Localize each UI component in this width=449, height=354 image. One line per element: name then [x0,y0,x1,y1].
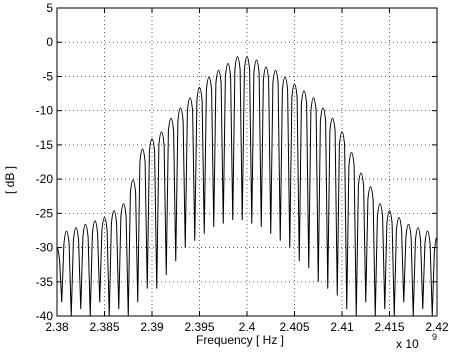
x-tick-label: 2.415 [374,320,404,334]
x-tick-label: 2.405 [279,320,309,334]
y-tick-label: 0 [46,35,53,49]
x-tick-label: 2.4 [239,320,256,334]
x-tick-labels: 2.38 2.385 2.39 2.395 2.4 2.405 2.41 2.415 2.42 [45,320,449,334]
spectrum-series-line [56,56,438,317]
y-tick-label: -30 [36,241,54,255]
y-tick-labels: 5 0 -5 -10 -15 -20 -25 -30 -35 -40 [36,1,54,323]
plot-area [56,56,438,317]
y-tick-label: -10 [36,104,54,118]
x-tick-label: 2.395 [184,320,214,334]
x-tick-label: 2.385 [89,320,119,334]
grid-lines [56,7,438,317]
x-tick-label: 2.41 [330,320,354,334]
y-axis-label: [ dB ] [3,166,17,194]
x-tick-label: 2.42 [425,320,449,334]
axis-ticks [56,7,438,317]
y-tick-label: 5 [46,1,53,15]
x-axis-label: Frequency [ Hz ] [196,333,284,347]
y-tick-label: -5 [42,69,53,83]
y-tick-label: -15 [36,138,54,152]
x-tick-label: 2.38 [45,320,69,334]
y-tick-label: -20 [36,172,54,186]
y-tick-label: -35 [36,275,54,289]
y-tick-label: -40 [36,309,54,323]
x-exponent-power: 9 [432,332,437,342]
y-tick-label: -25 [36,206,54,220]
x-tick-label: 2.39 [140,320,164,334]
x-exponent-label: x 10 [396,337,419,351]
axes-frame [56,7,438,317]
